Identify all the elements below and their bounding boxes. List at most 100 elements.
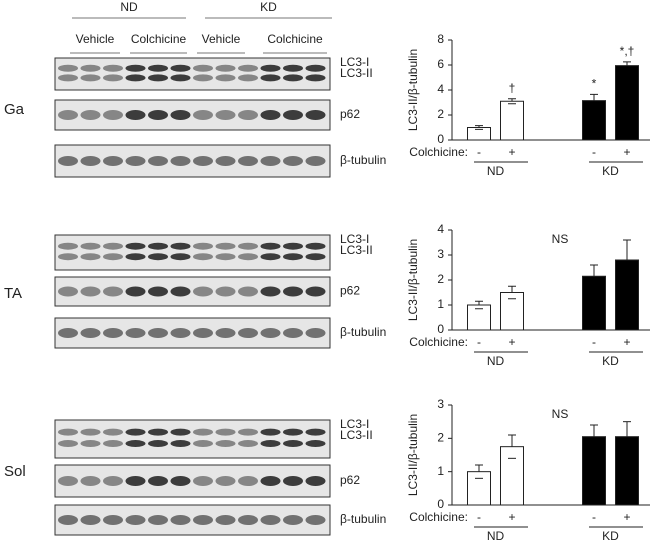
blot-band (170, 515, 191, 525)
blot-band (170, 156, 191, 166)
blot-band (260, 428, 281, 436)
blot-band (148, 74, 168, 82)
blot-band (283, 286, 303, 297)
blot-band (260, 286, 281, 297)
blot-band (80, 110, 101, 120)
blot-band (193, 74, 213, 82)
blot-band (80, 74, 101, 82)
band-label: LC3-I (340, 417, 369, 431)
blot-band (103, 242, 123, 250)
blot-band (148, 428, 168, 436)
blot-band (283, 253, 303, 261)
blot-band (283, 440, 303, 448)
blot-band (193, 156, 213, 166)
blot-band (193, 428, 213, 436)
blot-band (215, 440, 236, 448)
blot-band (125, 156, 146, 166)
blot-band (148, 242, 168, 250)
blot-band (125, 253, 146, 261)
blot-band (305, 440, 326, 448)
tissue-label: TA (4, 285, 22, 302)
blot-band (260, 110, 281, 120)
blot-band (80, 476, 101, 486)
band-label: p62 (340, 473, 360, 487)
blot-band (238, 156, 258, 166)
blot-band (193, 440, 213, 448)
blot-band (125, 242, 146, 250)
treatment-label: Colchicine (267, 32, 323, 46)
blot-band (103, 515, 123, 525)
group-label: ND (120, 0, 138, 14)
blot-band (148, 286, 168, 297)
blot-band (283, 428, 303, 436)
blot-band (305, 74, 326, 82)
blot-band (58, 242, 78, 250)
bar-label: * (592, 77, 597, 91)
blot-band (238, 64, 258, 72)
y-tick-label: 0 (437, 132, 444, 146)
blot-band (58, 156, 78, 166)
bar (615, 436, 639, 506)
blot-band (103, 440, 123, 448)
blot-band (215, 74, 236, 82)
band-label: LC3-I (340, 232, 369, 246)
blot-band (238, 328, 258, 338)
blot-band (170, 74, 191, 82)
band-label: β-tubulin (340, 153, 386, 167)
blot-band (260, 64, 281, 72)
blot-band (238, 242, 258, 250)
blot-band (148, 328, 168, 338)
blot-band (170, 242, 191, 250)
blot-band (305, 476, 326, 486)
blot-band (215, 476, 236, 486)
blot-band (260, 476, 281, 486)
blot-band (170, 428, 191, 436)
blot-band (148, 253, 168, 261)
blot-band (170, 110, 191, 120)
blot-band (103, 253, 123, 261)
band-label: β-tubulin (340, 512, 386, 526)
blot-band (238, 286, 258, 297)
blot-band (170, 286, 191, 297)
blot-band (125, 328, 146, 338)
blot-band (80, 286, 101, 297)
annotation: NS (552, 407, 569, 421)
y-tick-label: 0 (437, 497, 444, 511)
x-tick-label: - (477, 510, 481, 524)
blot-band (305, 242, 326, 250)
group-label: ND (487, 354, 505, 368)
blot-band (238, 476, 258, 486)
y-tick-label: 0 (437, 322, 444, 336)
blot-band (125, 110, 146, 120)
bar-label: † (509, 81, 516, 95)
band-label: β-tubulin (340, 325, 386, 339)
y-axis-label: LC3-II/β-tubulin (406, 239, 420, 321)
blot-band (305, 156, 326, 166)
tissue-label: Ga (4, 101, 25, 118)
bar (500, 292, 524, 331)
blot-band (125, 64, 146, 72)
blot-band (125, 476, 146, 486)
blot-band (103, 74, 123, 82)
blot-band (148, 515, 168, 525)
band-label: LC3-II (340, 66, 373, 80)
blot-band (125, 515, 146, 525)
blot-strip (54, 57, 331, 91)
group-label: KD (260, 0, 277, 14)
treatment-label: Vehicle (202, 32, 241, 46)
x-tick-label: - (592, 510, 596, 524)
blot-band (283, 242, 303, 250)
blot-band (260, 242, 281, 250)
blot-band (80, 253, 101, 261)
blot-band (80, 515, 101, 525)
blot-band (103, 64, 123, 72)
blot-band (170, 440, 191, 448)
y-tick-label: 2 (437, 107, 444, 121)
blot-band (193, 253, 213, 261)
bar (467, 127, 491, 141)
bar (615, 65, 639, 141)
blot-band (305, 64, 326, 72)
y-tick-label: 3 (437, 247, 444, 261)
band-label: LC3-I (340, 55, 369, 69)
blot-band (193, 515, 213, 525)
